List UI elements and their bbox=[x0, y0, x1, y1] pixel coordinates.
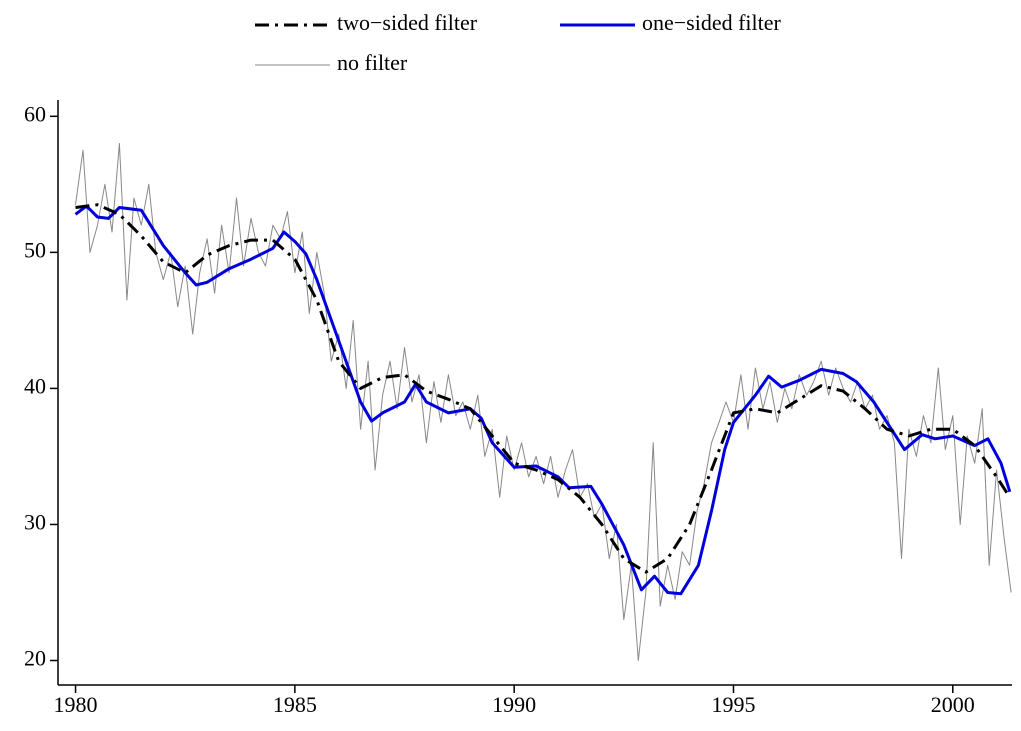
legend-label: no filter bbox=[337, 50, 408, 75]
x-tick-label: 1995 bbox=[711, 692, 755, 717]
y-tick-label: 50 bbox=[24, 237, 46, 262]
y-tick-label: 20 bbox=[24, 646, 46, 671]
series-line bbox=[75, 143, 1012, 661]
legend-label: two−sided filter bbox=[337, 10, 478, 35]
series-line bbox=[75, 203, 1012, 574]
y-tick-label: 30 bbox=[24, 510, 46, 535]
series-line bbox=[74, 204, 1012, 596]
x-tick-label: 1990 bbox=[492, 692, 536, 717]
y-tick-label: 60 bbox=[24, 101, 46, 126]
x-tick-label: 2000 bbox=[931, 692, 975, 717]
legend-label: one−sided filter bbox=[642, 10, 782, 35]
x-tick-label: 1980 bbox=[54, 692, 98, 717]
x-tick-label: 1985 bbox=[273, 692, 317, 717]
y-tick-label: 40 bbox=[24, 373, 46, 398]
